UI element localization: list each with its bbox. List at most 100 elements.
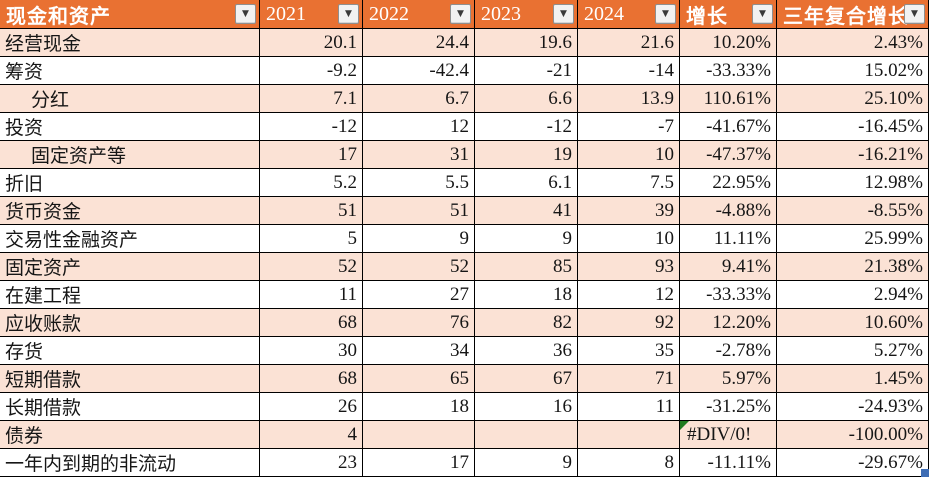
value-cell[interactable]: 36 — [475, 337, 578, 365]
value-cell[interactable]: 5 — [260, 225, 363, 253]
row-label-cell[interactable]: 一年内到期的非流动 — [0, 449, 260, 477]
column-header[interactable]: 2021 ▼ — [260, 0, 363, 29]
value-cell[interactable]: 19.6 — [475, 29, 578, 57]
value-cell[interactable]: 12.20% — [680, 309, 777, 337]
column-header[interactable]: 2024 ▼ — [578, 0, 680, 29]
value-cell[interactable]: 17 — [260, 141, 363, 169]
value-cell[interactable]: 5.27% — [777, 337, 929, 365]
row-label-cell[interactable]: 分红 — [0, 85, 260, 113]
value-cell[interactable]: 110.61% — [680, 85, 777, 113]
value-cell[interactable]: 9.41% — [680, 253, 777, 281]
value-cell[interactable]: 6.7 — [363, 85, 475, 113]
row-label-cell[interactable]: 应收账款 — [0, 309, 260, 337]
value-cell[interactable]: 41 — [475, 197, 578, 225]
value-cell[interactable]: 9 — [475, 225, 578, 253]
value-cell[interactable]: 11 — [578, 393, 680, 421]
value-cell[interactable]: -29.67% — [777, 449, 929, 477]
column-header[interactable]: 2023 ▼ — [475, 0, 578, 29]
selection-fill-handle[interactable] — [921, 469, 929, 477]
value-cell[interactable]: -41.67% — [680, 113, 777, 141]
value-cell[interactable]: 8 — [578, 449, 680, 477]
value-cell[interactable]: 68 — [260, 309, 363, 337]
filter-button[interactable]: ▼ — [338, 4, 359, 24]
row-label-cell[interactable]: 固定资产 — [0, 253, 260, 281]
value-cell[interactable]: -33.33% — [680, 57, 777, 85]
value-cell[interactable]: 22.95% — [680, 169, 777, 197]
value-cell[interactable]: 15.02% — [777, 57, 929, 85]
value-cell[interactable]: 51 — [363, 197, 475, 225]
value-cell[interactable]: 31 — [363, 141, 475, 169]
value-cell[interactable]: 39 — [578, 197, 680, 225]
row-label-cell[interactable]: 货币资金 — [0, 197, 260, 225]
value-cell[interactable]: -14 — [578, 57, 680, 85]
value-cell[interactable]: -16.45% — [777, 113, 929, 141]
value-cell[interactable]: 7.5 — [578, 169, 680, 197]
value-cell[interactable]: -21 — [475, 57, 578, 85]
value-cell[interactable] — [363, 421, 475, 449]
value-cell[interactable]: 23 — [260, 449, 363, 477]
row-label-cell[interactable]: 存货 — [0, 337, 260, 365]
value-cell[interactable]: #DIV/0! — [680, 421, 777, 449]
row-label-cell[interactable]: 长期借款 — [0, 393, 260, 421]
value-cell[interactable]: 65 — [363, 365, 475, 393]
value-cell[interactable]: 10.60% — [777, 309, 929, 337]
value-cell[interactable]: 25.99% — [777, 225, 929, 253]
value-cell[interactable]: 12 — [363, 113, 475, 141]
value-cell[interactable]: -24.93% — [777, 393, 929, 421]
value-cell[interactable]: 6.6 — [475, 85, 578, 113]
value-cell[interactable]: 85 — [475, 253, 578, 281]
value-cell[interactable]: -12 — [260, 113, 363, 141]
value-cell[interactable]: 92 — [578, 309, 680, 337]
value-cell[interactable]: -7 — [578, 113, 680, 141]
value-cell[interactable]: 20.1 — [260, 29, 363, 57]
value-cell[interactable]: 1.45% — [777, 365, 929, 393]
value-cell[interactable]: 7.1 — [260, 85, 363, 113]
value-cell[interactable]: 5.2 — [260, 169, 363, 197]
row-label-cell[interactable]: 短期借款 — [0, 365, 260, 393]
value-cell[interactable]: -31.25% — [680, 393, 777, 421]
value-cell[interactable]: 4 — [260, 421, 363, 449]
value-cell[interactable]: -42.4 — [363, 57, 475, 85]
value-cell[interactable]: 10.20% — [680, 29, 777, 57]
row-label-cell[interactable]: 投资 — [0, 113, 260, 141]
column-header[interactable]: 2022 ▼ — [363, 0, 475, 29]
value-cell[interactable]: 18 — [363, 393, 475, 421]
row-label-cell[interactable]: 固定资产等 — [0, 141, 260, 169]
row-label-cell[interactable]: 债券 — [0, 421, 260, 449]
filter-button[interactable]: ▼ — [553, 4, 574, 24]
filter-button[interactable]: ▼ — [655, 4, 676, 24]
value-cell[interactable]: 10 — [578, 141, 680, 169]
value-cell[interactable]: -8.55% — [777, 197, 929, 225]
value-cell[interactable]: -11.11% — [680, 449, 777, 477]
value-cell[interactable] — [578, 421, 680, 449]
filter-button[interactable]: ▼ — [752, 4, 773, 24]
row-label-cell[interactable]: 在建工程 — [0, 281, 260, 309]
row-label-cell[interactable]: 筹资 — [0, 57, 260, 85]
value-cell[interactable]: 11 — [260, 281, 363, 309]
column-header[interactable]: 增长 ▼ — [680, 0, 777, 29]
value-cell[interactable]: 5.5 — [363, 169, 475, 197]
value-cell[interactable]: 26 — [260, 393, 363, 421]
value-cell[interactable]: 21.38% — [777, 253, 929, 281]
value-cell[interactable]: 19 — [475, 141, 578, 169]
value-cell[interactable]: -9.2 — [260, 57, 363, 85]
row-label-cell[interactable]: 交易性金融资产 — [0, 225, 260, 253]
value-cell[interactable]: 30 — [260, 337, 363, 365]
value-cell[interactable]: 24.4 — [363, 29, 475, 57]
value-cell[interactable]: 17 — [363, 449, 475, 477]
value-cell[interactable]: 82 — [475, 309, 578, 337]
value-cell[interactable]: 76 — [363, 309, 475, 337]
value-cell[interactable]: 6.1 — [475, 169, 578, 197]
value-cell[interactable]: 52 — [260, 253, 363, 281]
row-label-cell[interactable]: 经营现金 — [0, 29, 260, 57]
value-cell[interactable]: -33.33% — [680, 281, 777, 309]
value-cell[interactable]: 12.98% — [777, 169, 929, 197]
value-cell[interactable]: 51 — [260, 197, 363, 225]
value-cell[interactable]: 2.43% — [777, 29, 929, 57]
value-cell[interactable]: 13.9 — [578, 85, 680, 113]
filter-button[interactable]: ▼ — [904, 4, 925, 24]
value-cell[interactable]: 25.10% — [777, 85, 929, 113]
value-cell[interactable]: -16.21% — [777, 141, 929, 169]
value-cell[interactable]: 68 — [260, 365, 363, 393]
column-header[interactable]: 三年复合增长 ▼ — [777, 0, 929, 29]
